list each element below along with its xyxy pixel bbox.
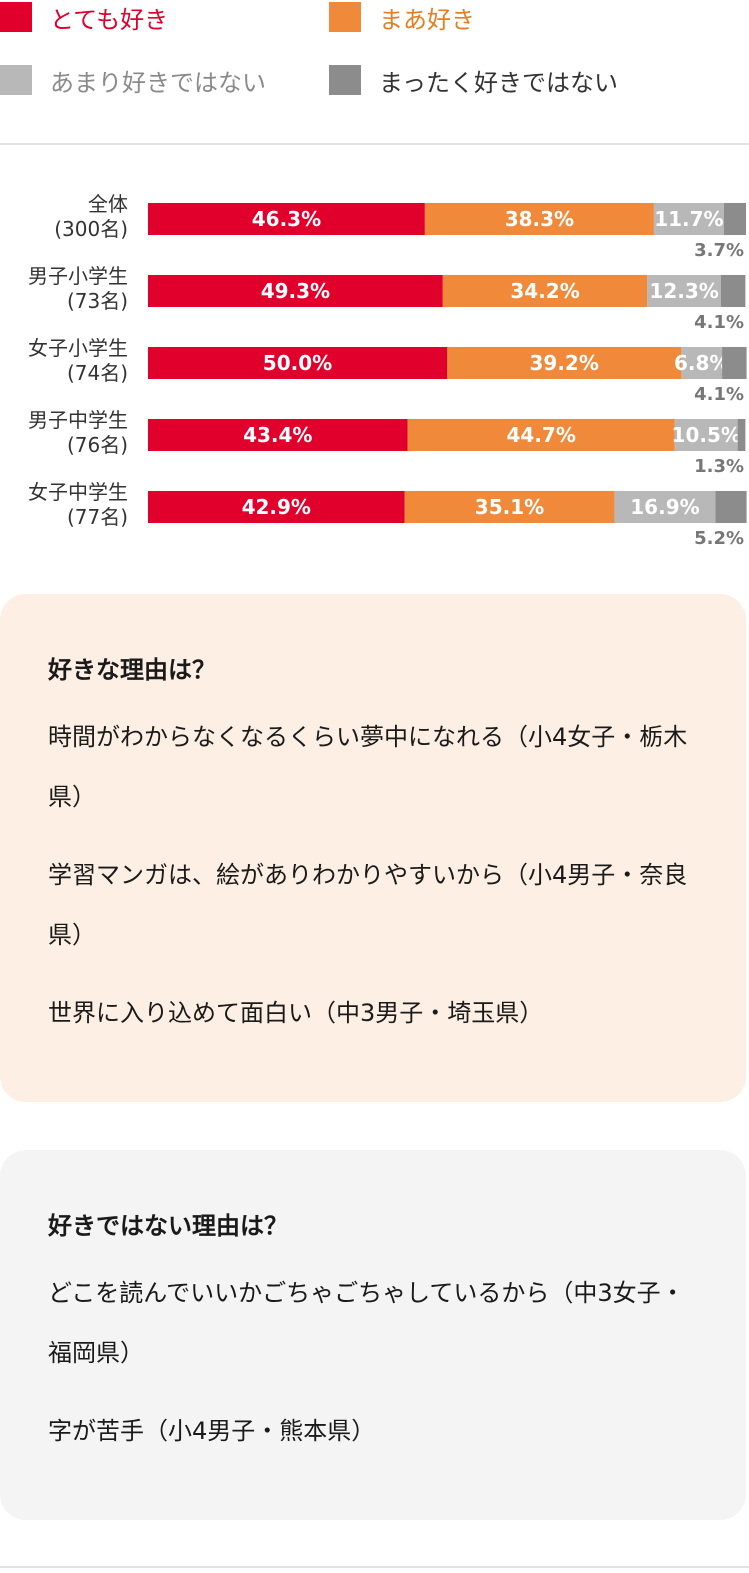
like-reasons-card: 好きな理由は？ 時間がわからなくなるくらい夢中になれる（小4女子・栃木県） 学習… [0,594,746,1102]
like-reason-item: 学習マンガは、絵がありわかりやすいから（小4男子・奈良県） [48,861,688,949]
bar-value-label: 34.2% [510,279,579,303]
bar-value-label: 3.7% [694,240,744,261]
row-label: 女子小学生 [28,336,128,360]
like-reason-item: 世界に入り込めて面白い（中3男子・埼玉県） [48,999,544,1027]
bar-value-label: 5.2% [694,528,744,549]
legend-label: まあ好き [379,5,475,34]
bar-segment [148,419,408,451]
bar-value-label: 11.7% [654,207,723,231]
bar-value-label: 42.9% [242,495,311,519]
legend-item-not-like-at-all: まったく好きではない [329,63,618,97]
bottom-divider [0,1566,749,1568]
legend-divider [0,143,749,145]
bar-segment [148,203,425,235]
legend-item-somewhat-like: まあ好き [329,0,475,34]
dislike-reasons-card: 好きではない理由は？ どこを読んでいいかごちゃごちゃしているから（中3女子・福岡… [0,1150,746,1520]
legend-label: とても好き [50,5,169,34]
legend-swatch [0,65,32,95]
bar-value-label: 39.2% [530,351,599,375]
row-count-label: (300名) [54,217,128,241]
chart-legend: とても好き まあ好き あまり好きではない まったく好きではない [0,0,749,145]
bar-value-label: 49.3% [261,279,330,303]
row-label: 男子小学生 [28,264,128,288]
row-count-label: (73名) [67,289,128,313]
legend-label: あまり好きではない [50,68,266,97]
bar-segment [148,275,443,307]
bar-segment [407,419,675,451]
row-count-label: (76名) [67,433,128,457]
bar-segment [681,347,723,379]
like-reasons-title: 好きな理由は？ [48,656,216,684]
bar-value-label: 4.1% [694,384,744,405]
bar-segment [424,203,654,235]
bar-value-label: 1.3% [694,456,744,477]
legend-swatch [329,2,361,32]
bar-value-label: 16.9% [630,495,699,519]
like-reason-item: 時間がわからなくなるくらい夢中になれる（小4女子・栃木県） [48,723,688,811]
legend-swatch [0,2,32,32]
bar-segment [647,275,721,307]
row-count-label: (77名) [67,505,128,529]
legend-swatch [329,65,361,95]
bar-segment [442,275,648,307]
legend-item-not-much-like: あまり好きではない [0,63,266,97]
bar-value-label: 12.3% [649,279,718,303]
bar-segment [737,419,746,451]
bar-segment [722,347,747,379]
bar-value-label: 38.3% [505,207,574,231]
bar-segment [404,491,615,523]
bar-segment [148,491,405,523]
bar-value-label: 10.5% [672,423,741,447]
bar-value-label: 43.4% [243,423,312,447]
bar-segment [653,203,724,235]
bar-segment [720,275,746,307]
bar-value-label: 35.1% [475,495,544,519]
row-count-label: (74名) [67,361,128,385]
bar-value-label: 6.8% [674,351,729,375]
row-label: 全体 [88,192,128,216]
bar-value-label: 50.0% [263,351,332,375]
bar-segment [614,491,716,523]
bar-value-label: 44.7% [506,423,575,447]
bar-value-label: 4.1% [694,312,744,333]
bar-segment [715,491,747,523]
bar-segment [148,347,447,379]
stacked-bar-chart: 全体(300名) 46.3% 38.3% 11.7% 3.7% 男子小学生(73名) 49.… [28,192,747,549]
dislike-reasons-title: 好きではない理由は？ [48,1212,288,1240]
dislike-reason-item: 字が苦手（小4男子・熊本県） [48,1417,376,1445]
bar-value-label: 46.3% [252,207,321,231]
bar-segment [674,419,738,451]
row-label: 男子中学生 [28,408,128,432]
bar-segment [447,347,682,379]
legend-label: まったく好きではない [379,68,619,97]
bar-segment [723,203,746,235]
legend-item-very-like: とても好き [0,0,168,34]
dislike-reason-item: どこを読んでいいかごちゃごちゃしているから（中3女子・福岡県） [48,1279,685,1367]
row-label: 女子中学生 [28,480,128,504]
